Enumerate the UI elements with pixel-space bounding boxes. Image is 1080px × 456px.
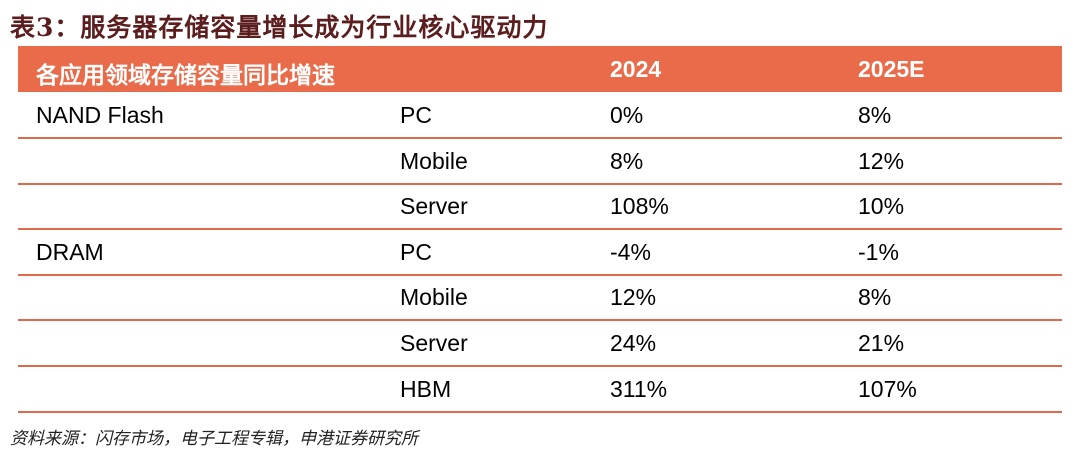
cell-y2025: 107% [858,375,917,402]
cell-segment: Server [400,193,468,220]
cell-segment: Mobile [400,147,468,174]
cell-y2024: -4% [610,238,651,265]
cell-segment: PC [400,102,432,128]
cell-y2025: 8% [858,102,892,128]
cell-category: DRAM [36,238,104,265]
table-row: Server 24% 21% [18,320,1062,367]
cell-y2024: 24% [610,330,657,356]
header-2024: 2024 [610,56,662,82]
cell-segment: Server [400,330,468,356]
table-row: HBM 311% 107% [18,366,1062,413]
table-title: 表3：服务器存储容量增长成为行业核心驱动力 [10,13,549,42]
cell-y2024: 12% [610,284,657,311]
cell-segment: HBM [400,375,452,402]
cell-segment: Mobile [400,284,468,311]
header-category: 各应用领域存储容量同比增速 [36,62,335,88]
cell-y2024: 8% [610,147,644,174]
cell-y2025: 10% [858,193,905,220]
cell-y2024: 311% [610,375,668,402]
cell-segment: PC [400,238,432,265]
table-row: NAND Flash PC 0% 8% [18,92,1062,139]
cell-y2024: 108% [610,193,669,220]
table-row: Mobile 12% 8% [18,274,1062,322]
cell-y2025: -1% [858,238,899,265]
table-header: 各应用领域存储容量同比增速 2024 2025E [18,46,1062,92]
source-note: 资料来源：闪存市场，电子工程专辑，申港证券研究所 [10,429,418,449]
cell-y2024: 0% [610,102,644,128]
cell-y2025: 12% [858,147,905,174]
header-2025e: 2025E [858,56,925,82]
cell-category: NAND Flash [36,102,164,128]
cell-y2025: 21% [858,330,905,356]
table-row: Mobile 8% 12% [18,138,1062,185]
cell-y2025: 8% [858,284,892,311]
table-row: DRAM PC -4% -1% [18,229,1062,276]
table-row: Server 108% 10% [18,183,1062,231]
